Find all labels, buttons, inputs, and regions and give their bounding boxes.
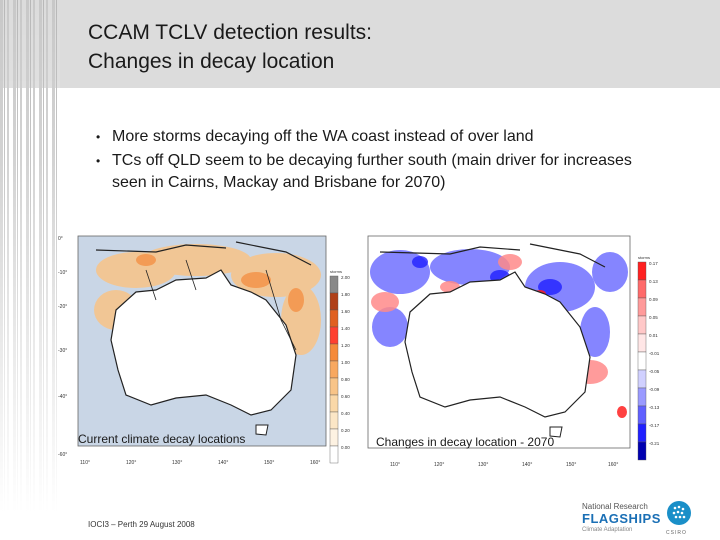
bullet-text: More storms decaying off the WA coast in… bbox=[112, 128, 534, 145]
current-climate-caption: Current climate decay locations bbox=[78, 432, 246, 446]
lon-label: 120° bbox=[126, 460, 136, 466]
legend-value: 1.20 bbox=[341, 343, 350, 348]
legend-swatch bbox=[329, 411, 339, 430]
decay-change-map: storms 0.17 0.13 0.09 0.05 0.01 -0.01 -0.05 -0.0… bbox=[360, 232, 660, 476]
legend-swatch bbox=[329, 428, 339, 447]
legend-swatch bbox=[329, 445, 339, 464]
lon-label: 140° bbox=[218, 460, 228, 466]
legend-swatch bbox=[637, 369, 647, 389]
current-climate-map: storms 2.00 1.80 1.60 1.40 1.20 1.00 0.80 0.60 0.… bbox=[56, 230, 352, 474]
bullet-dot: • bbox=[96, 130, 101, 144]
logo-line-2: FLAGSHIPS bbox=[582, 511, 661, 526]
legend-swatch bbox=[637, 333, 647, 353]
legend-value: 2.00 bbox=[341, 275, 350, 280]
lat-label: -20° bbox=[58, 304, 67, 310]
decorative-stripes bbox=[0, 0, 60, 540]
legend-value: -0.01 bbox=[649, 351, 660, 356]
legend-value: 1.00 bbox=[341, 360, 350, 365]
slide-title: CCAM TCLV detection results: Changes in … bbox=[88, 18, 372, 76]
lat-label: -40° bbox=[58, 394, 67, 400]
legend-value: 0.09 bbox=[649, 297, 658, 302]
legend-value: -0.09 bbox=[649, 387, 660, 392]
bullet-dot: • bbox=[96, 154, 101, 168]
csiro-wordmark: CSIRO bbox=[666, 530, 687, 536]
bullet-item: • TCs off QLD seem to be decaying furthe… bbox=[96, 150, 656, 194]
legend-swatch bbox=[637, 387, 647, 407]
legend-swatch bbox=[329, 309, 339, 328]
title-line-1: CCAM TCLV detection results: bbox=[88, 21, 372, 44]
legend-value: 1.80 bbox=[341, 292, 350, 297]
lat-label: -10° bbox=[58, 270, 67, 276]
lon-label: 120° bbox=[434, 462, 444, 468]
legend-swatch bbox=[329, 343, 339, 362]
legend-value: 0.01 bbox=[649, 333, 658, 338]
legend-value: 1.60 bbox=[341, 309, 350, 314]
lon-label: 130° bbox=[172, 460, 182, 466]
legend-swatch bbox=[329, 394, 339, 413]
legend-value: 0.13 bbox=[649, 279, 658, 284]
bullet-list: • More storms decaying off the WA coast … bbox=[96, 126, 656, 196]
legend-value: 0.20 bbox=[341, 428, 350, 433]
lon-label: 110° bbox=[390, 462, 400, 468]
legend-value: -0.17 bbox=[649, 423, 660, 428]
legend-value: 0.80 bbox=[341, 377, 350, 382]
lon-label: 160° bbox=[310, 460, 320, 466]
bullet-text: TCs off QLD seem to be decaying further … bbox=[112, 152, 632, 191]
legend-value: -0.13 bbox=[649, 405, 660, 410]
lon-label: 160° bbox=[608, 462, 618, 468]
legend-swatch bbox=[329, 377, 339, 396]
legend-unit: storms bbox=[330, 269, 342, 274]
national-research-flagships-logo: National Research FLAGSHIPS Climate Adap… bbox=[580, 500, 720, 540]
legend-swatch bbox=[637, 315, 647, 335]
footer-text: IOCI3 – Perth 29 August 2008 bbox=[88, 520, 195, 529]
legend-value: 1.40 bbox=[341, 326, 350, 331]
legend-swatch bbox=[637, 405, 647, 425]
lon-label: 130° bbox=[478, 462, 488, 468]
lon-label: 140° bbox=[522, 462, 532, 468]
lat-label: -60° bbox=[58, 452, 67, 458]
legend-value: -0.21 bbox=[649, 441, 660, 446]
legend-swatch bbox=[329, 326, 339, 345]
legend-swatch bbox=[329, 275, 339, 294]
bullet-item: • More storms decaying off the WA coast … bbox=[96, 126, 656, 148]
lon-label: 110° bbox=[80, 460, 90, 466]
legend-swatch bbox=[637, 423, 647, 443]
lat-label: 0° bbox=[58, 236, 63, 242]
decay-change-caption: Changes in decay location - 2070 bbox=[376, 435, 555, 449]
legend-unit: storms bbox=[638, 255, 650, 260]
title-header-bar bbox=[0, 0, 720, 88]
title-line-2: Changes in decay location bbox=[88, 50, 335, 73]
logo-line-3: Climate Adaptation bbox=[582, 527, 633, 533]
legend-swatch bbox=[637, 441, 647, 461]
legend-value: 0.05 bbox=[649, 315, 658, 320]
legend-swatch bbox=[329, 360, 339, 379]
legend-swatch bbox=[637, 351, 647, 371]
legend-value: 0.60 bbox=[341, 394, 350, 399]
legend-swatch bbox=[637, 261, 647, 281]
legend-swatch bbox=[637, 279, 647, 299]
legend-swatch bbox=[329, 292, 339, 311]
logo-line-1: National Research bbox=[582, 502, 648, 511]
legend-value: 0.40 bbox=[341, 411, 350, 416]
lon-label: 150° bbox=[264, 460, 274, 466]
lat-label: -30° bbox=[58, 348, 67, 354]
legend-value: 0.17 bbox=[649, 261, 658, 266]
legend-swatch bbox=[637, 297, 647, 317]
legend-value: -0.05 bbox=[649, 369, 660, 374]
csiro-logo-icon bbox=[667, 501, 691, 525]
legend-value: 0.00 bbox=[341, 445, 350, 450]
lon-label: 150° bbox=[566, 462, 576, 468]
